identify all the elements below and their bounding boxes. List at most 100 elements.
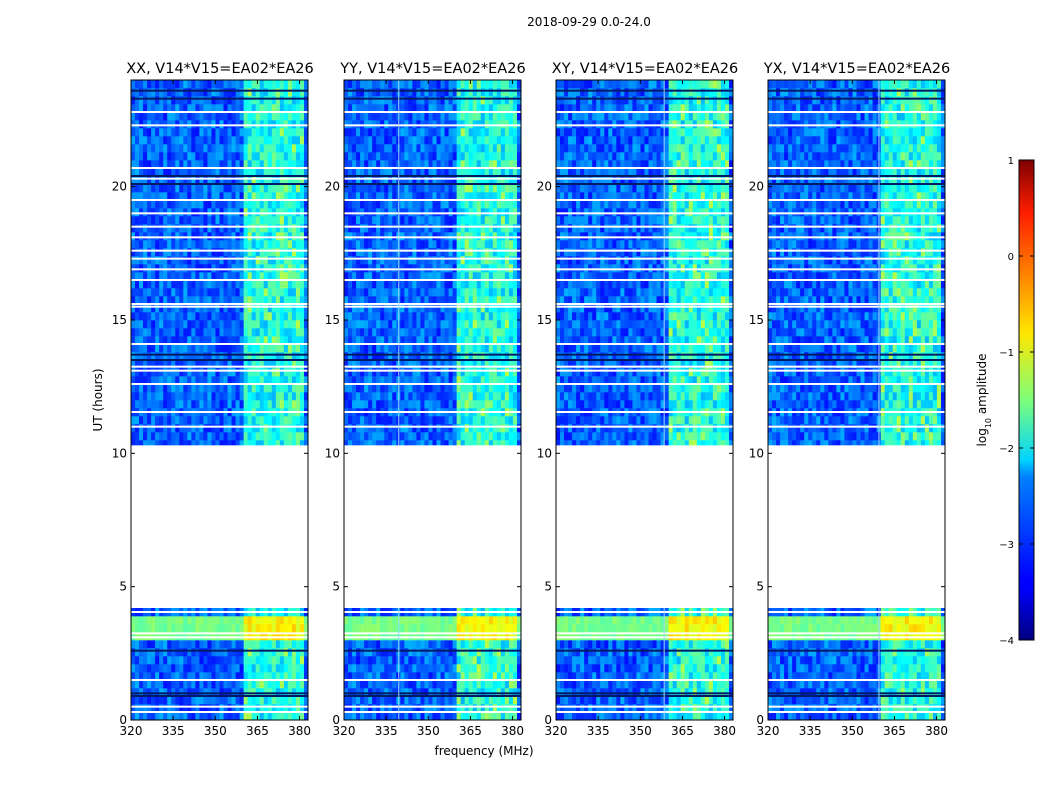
heatmap-cell: [428, 640, 433, 649]
heatmap-cell: [492, 400, 498, 409]
heatmap-cell: [299, 384, 305, 393]
heatmap-cell: [412, 416, 417, 425]
heatmap-cell: [179, 296, 184, 305]
heatmap-cell: [352, 144, 357, 153]
heatmap-cell: [456, 440, 461, 449]
heatmap-cell: [368, 632, 373, 641]
heatmap-cell: [392, 640, 397, 649]
heatmap-cell: [243, 680, 248, 689]
heatmap-cell: [147, 360, 152, 369]
heatmap-cell: [131, 216, 136, 225]
heatmap-cell: [231, 624, 236, 633]
heatmap-cell: [432, 200, 437, 209]
heatmap-cell: [464, 704, 469, 713]
heatmap-cell: [420, 632, 425, 641]
heatmap-cell: [135, 88, 140, 97]
heatmap-cell: [360, 224, 365, 233]
heatmap-cell: [488, 624, 494, 633]
heatmap-cell: [131, 160, 136, 169]
heatmap-cell: [199, 304, 204, 313]
heatmap-cell: [424, 208, 429, 217]
heatmap-cell: [263, 160, 269, 169]
heatmap-cell: [516, 176, 522, 185]
heatmap-cell: [263, 104, 269, 113]
heatmap-cell: [199, 696, 204, 705]
heatmap-cell: [380, 360, 385, 369]
heatmap-cell: [452, 352, 457, 361]
heatmap-cell: [480, 192, 486, 201]
heatmap-cell: [279, 128, 285, 137]
heatmap-cell: [364, 376, 369, 385]
heatmap-cell: [191, 152, 196, 161]
heatmap-cell: [384, 416, 389, 425]
heatmap-cell: [171, 224, 176, 233]
heatmap-cell: [191, 704, 196, 713]
heatmap-cell: [139, 616, 144, 625]
heatmap-cell: [135, 264, 140, 273]
heatmap-cell: [404, 216, 409, 225]
heatmap-cell: [400, 224, 405, 233]
heatmap-cell: [187, 168, 192, 177]
heatmap-cell: [143, 336, 148, 345]
heatmap-cell: [432, 184, 437, 193]
heatmap-cell: [432, 400, 437, 409]
heatmap-cell: [484, 272, 490, 281]
heatmap-cell: [452, 616, 457, 625]
heatmap-cell: [187, 384, 192, 393]
heatmap-cell: [500, 400, 506, 409]
heatmap-cell: [195, 328, 200, 337]
heatmap-cell: [131, 200, 136, 209]
heatmap-cell: [480, 368, 486, 377]
heatmap-cell: [135, 128, 140, 137]
heatmap-cell: [472, 704, 478, 713]
heatmap-cell: [211, 88, 216, 97]
heatmap-cell: [344, 344, 349, 353]
heatmap-cell: [372, 416, 377, 425]
heatmap-cell: [151, 416, 156, 425]
heatmap-cell: [131, 360, 136, 369]
heatmap-cell: [440, 352, 445, 361]
heatmap-cell: [444, 416, 449, 425]
heatmap-cell: [400, 664, 405, 673]
heatmap-cell: [516, 352, 522, 361]
heatmap-cell: [460, 328, 465, 337]
heatmap-cell: [352, 712, 357, 721]
heatmap-cell: [436, 344, 441, 353]
heatmap-cell: [444, 248, 449, 257]
heatmap-cell: [416, 424, 421, 433]
heatmap-cell: [508, 352, 514, 361]
heatmap-cell: [472, 264, 478, 273]
heatmap-cell: [175, 672, 180, 681]
heatmap-cell: [476, 168, 482, 177]
heatmap-cell: [380, 152, 385, 161]
heatmap-cell: [155, 648, 160, 657]
heatmap-cell: [135, 392, 140, 401]
heatmap-cell: [247, 416, 252, 425]
heatmap-cell: [452, 184, 457, 193]
heatmap-cell: [139, 184, 144, 193]
heatmap-cell: [436, 368, 441, 377]
heatmap-cell: [472, 712, 478, 721]
heatmap-cell: [219, 336, 224, 345]
heatmap-cell: [211, 664, 216, 673]
heatmap-cell: [219, 120, 224, 129]
heatmap-cell: [360, 352, 365, 361]
heatmap-cell: [279, 432, 285, 441]
heatmap-cell: [512, 232, 518, 241]
heatmap-cell: [356, 624, 361, 633]
heatmap-cell: [259, 280, 265, 289]
heatmap-cell: [155, 616, 160, 625]
heatmap-cell: [412, 208, 417, 217]
heatmap-cell: [480, 672, 486, 681]
heatmap-cell: [227, 192, 232, 201]
heatmap-cell: [215, 280, 220, 289]
heatmap-cell: [135, 352, 140, 361]
heatmap-cell: [283, 344, 289, 353]
heatmap-cell: [215, 112, 220, 121]
heatmap-cell: [259, 112, 265, 121]
heatmap-cell: [263, 384, 269, 393]
heatmap-cell: [484, 176, 490, 185]
heatmap-cell: [408, 320, 413, 329]
heatmap-cell: [235, 424, 240, 433]
heatmap-cell: [183, 312, 188, 321]
